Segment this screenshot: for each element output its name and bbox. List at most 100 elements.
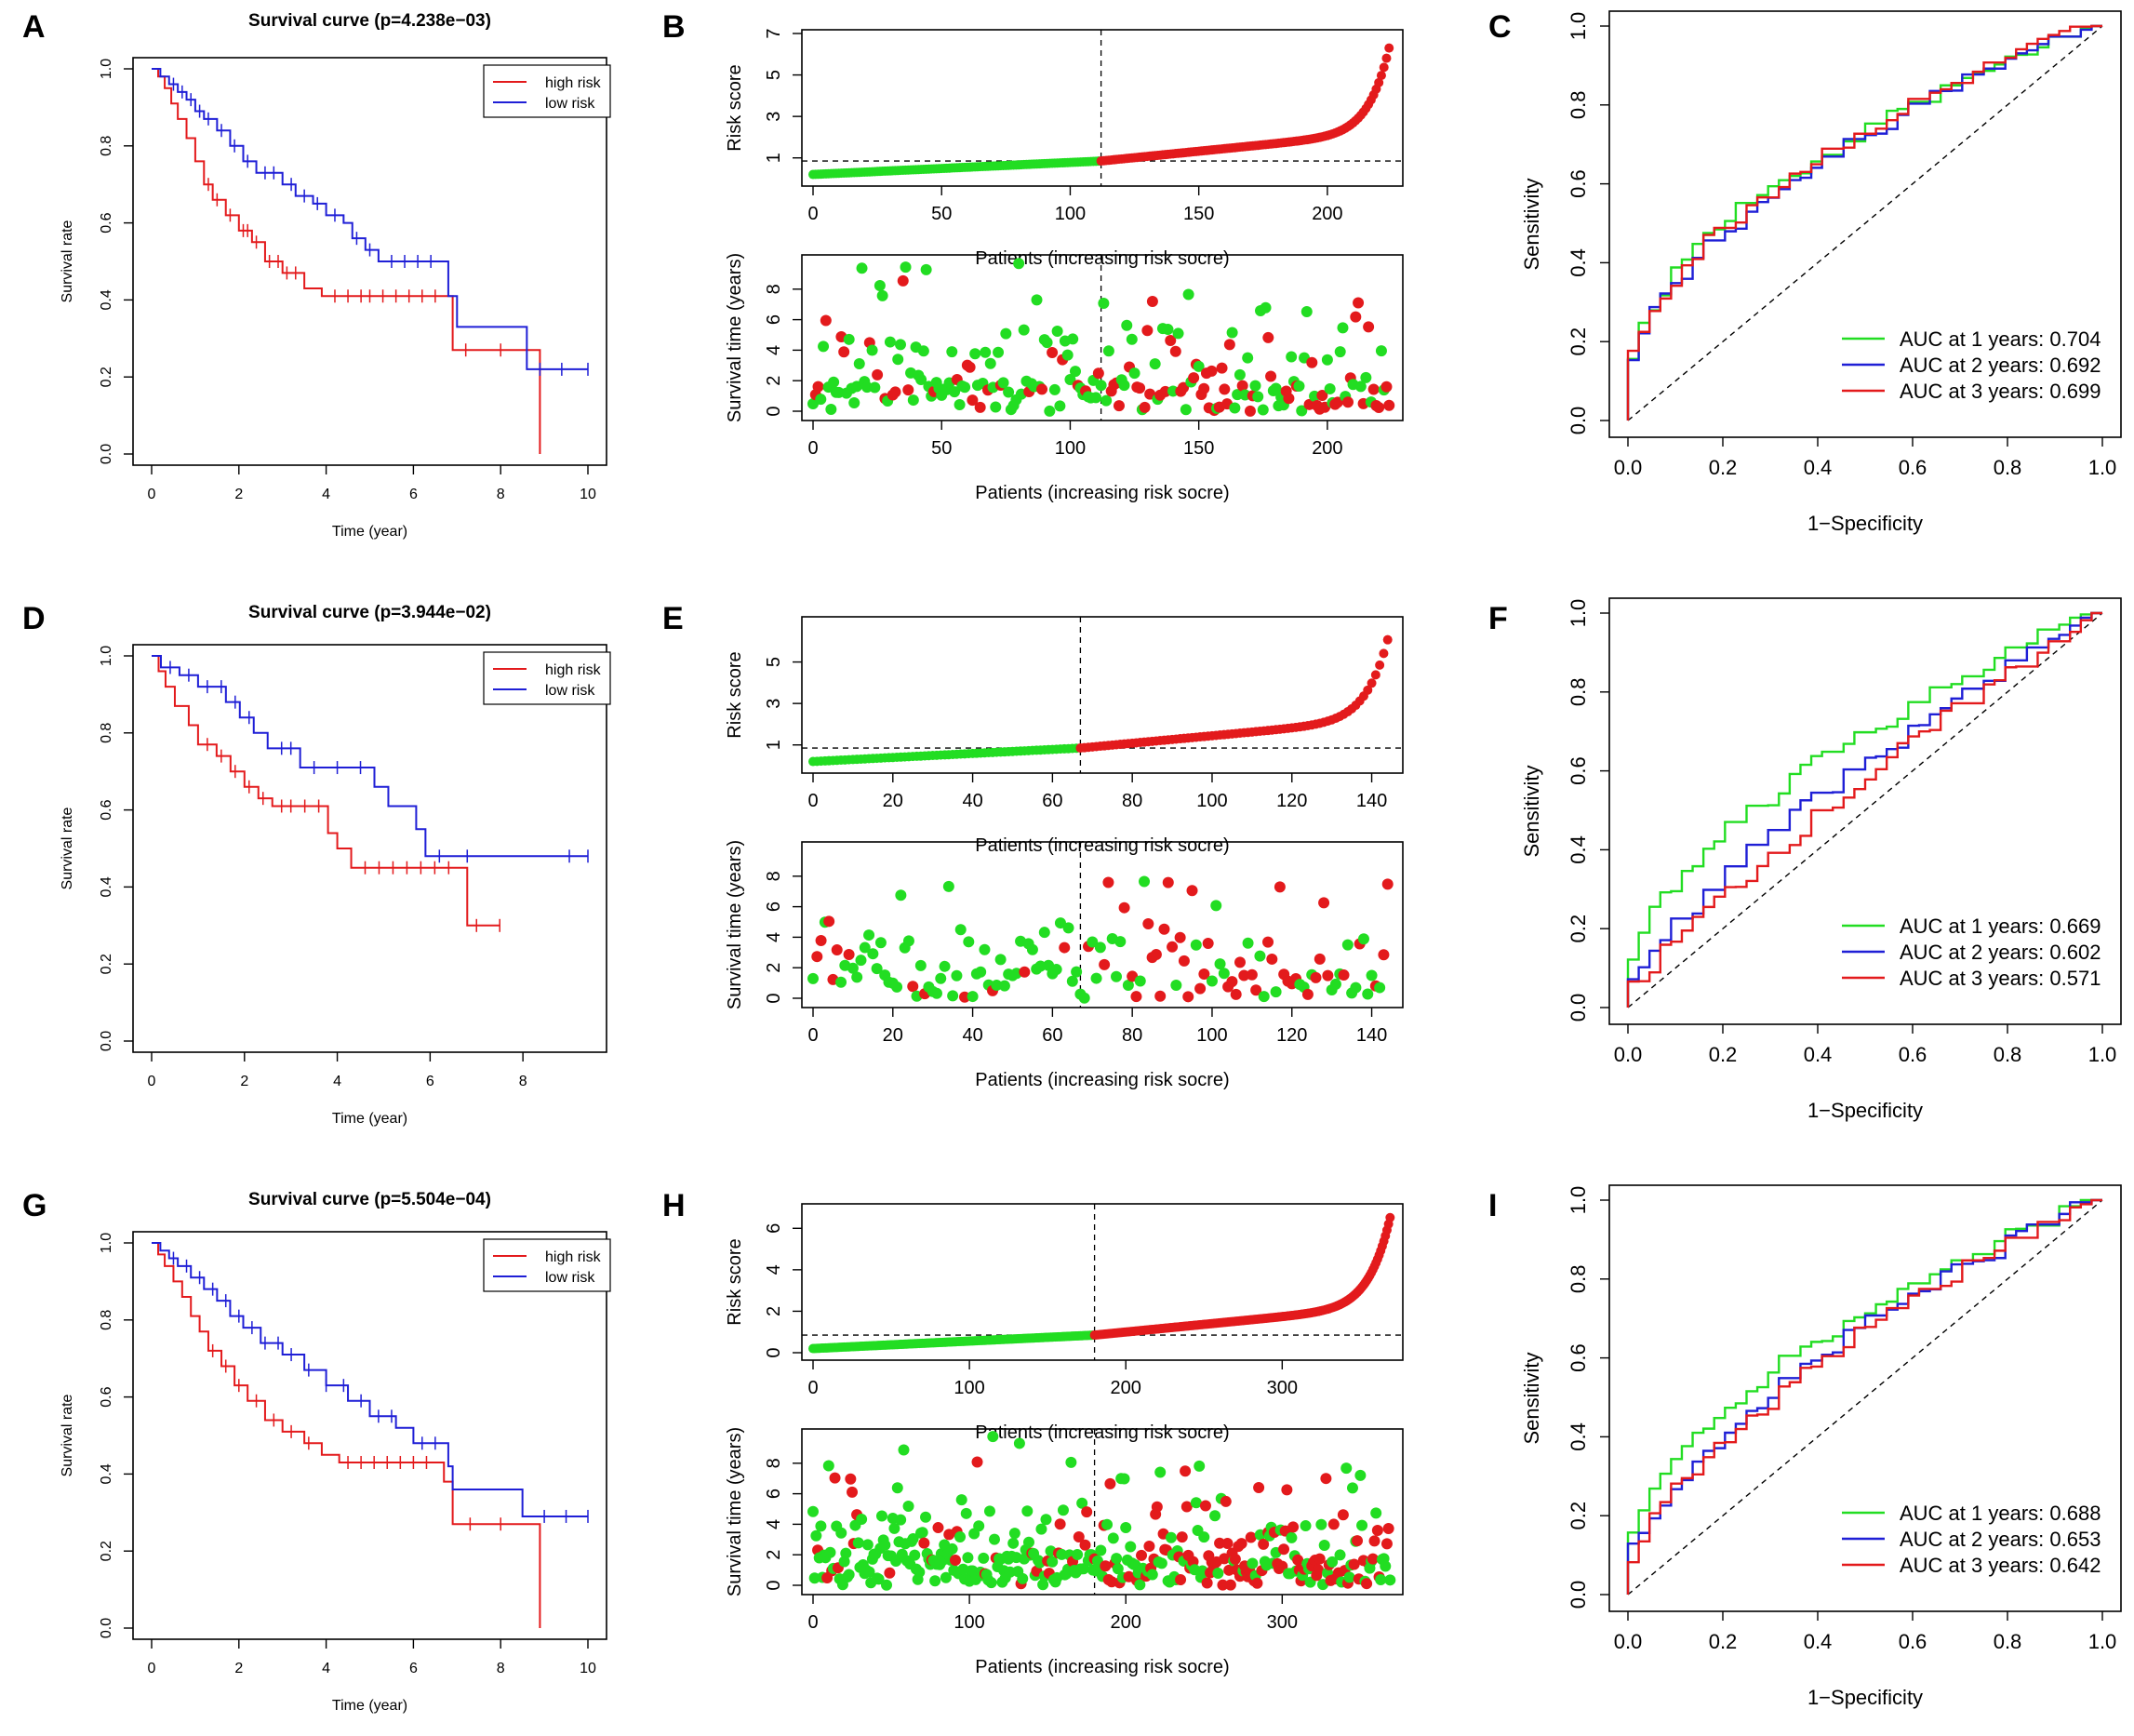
survival-point (955, 1494, 967, 1506)
survival-point (1072, 1549, 1084, 1561)
survival-point (1250, 984, 1262, 996)
survival-point (959, 381, 971, 394)
x-tick-label: 0.4 (1804, 1630, 1833, 1653)
survival-point (1112, 1563, 1124, 1575)
survival-point (1306, 356, 1318, 368)
survival-point (1199, 1500, 1211, 1512)
legend-label: AUC at 1 years: 0.704 (1900, 327, 2101, 351)
y-tick-label: 1.0 (99, 1233, 114, 1253)
survival-point (1019, 966, 1031, 978)
survival-point (851, 971, 863, 983)
plot-frame (801, 29, 1404, 187)
plot-frame (801, 1203, 1404, 1361)
panel-label: F (1488, 601, 1508, 636)
y-tick-label: 4 (764, 345, 784, 355)
survival-point (960, 1507, 972, 1519)
x-tick-label: 0 (807, 791, 818, 811)
survival-point (969, 348, 981, 360)
survival-point (875, 1510, 887, 1522)
x-tick-label: 0 (807, 1025, 818, 1046)
survival-point (835, 1527, 847, 1539)
x-axis-label: Patients (increasing risk socre) (975, 248, 1229, 269)
y-tick-label: 0 (764, 406, 784, 416)
survival-point (897, 274, 909, 287)
survival-point (1104, 1477, 1116, 1489)
survival-point (1064, 374, 1076, 386)
survival-point (1059, 941, 1071, 954)
survival-point (909, 1549, 921, 1561)
y-axis-label: Risk score (725, 64, 745, 151)
x-tick-label: 0.6 (1899, 1630, 1927, 1653)
survival-point (1047, 347, 1059, 359)
y-tick-label: 6 (764, 1223, 784, 1234)
y-tick-label: 5 (764, 70, 784, 80)
x-tick-label: 2 (240, 1074, 248, 1089)
survival-point (1270, 986, 1282, 998)
survival-point (1095, 1544, 1107, 1556)
survival-point (881, 1579, 893, 1591)
x-tick-label: 8 (519, 1074, 527, 1089)
survival-point (902, 1501, 914, 1513)
survival-point (1194, 982, 1207, 995)
x-tick-label: 100 (1196, 1025, 1227, 1046)
x-tick-label: 300 (1267, 1612, 1298, 1633)
diagonal-reference (1627, 1199, 2103, 1596)
survival-point (1169, 345, 1181, 357)
risk-score-panel: E 0 20 40 60 80 100 120 140 1 3 5 Patients (increasi… (662, 601, 1404, 856)
survival-point (853, 358, 865, 370)
panel-label: G (22, 1188, 47, 1223)
survival-point (866, 344, 878, 356)
survival-point (835, 976, 847, 988)
survival-point (895, 1514, 907, 1526)
survival-point (1142, 917, 1154, 929)
y-tick-label: 1.0 (1567, 1186, 1590, 1215)
x-tick-label: 1.0 (2088, 456, 2117, 479)
survival-point (946, 1542, 958, 1555)
x-tick-label: 0 (807, 1612, 818, 1633)
survival-point (840, 1547, 852, 1559)
panel-label: E (662, 601, 684, 636)
survival-point (1350, 982, 1362, 994)
x-tick-label: 0.0 (1614, 1043, 1643, 1066)
survival-point (1003, 386, 1015, 398)
y-tick-label: 6 (764, 314, 784, 325)
y-tick-label: 0.6 (99, 212, 114, 233)
survival-point (1354, 1469, 1367, 1481)
survival-point (1244, 405, 1256, 417)
survival-point (998, 980, 1010, 992)
survival-point (1180, 1465, 1192, 1477)
y-tick-label: 1 (764, 740, 784, 750)
survival-point (1283, 393, 1295, 405)
y-tick-label: 0.6 (1567, 756, 1590, 785)
diagonal-reference (1627, 25, 2103, 421)
survival-point (1126, 333, 1138, 345)
survival-point (876, 289, 888, 301)
survival-point (843, 1569, 855, 1581)
survival-point (1343, 1571, 1355, 1583)
survival-point (1340, 1462, 1353, 1475)
survival-point (932, 1522, 944, 1534)
x-tick-label: 4 (322, 487, 330, 502)
survival-point (1007, 1537, 1020, 1549)
survival-point (1382, 1523, 1394, 1535)
survival-point (867, 948, 879, 960)
y-tick-label: 0.0 (1567, 994, 1590, 1022)
survival-point (1134, 1579, 1146, 1591)
survival-point (973, 1520, 985, 1532)
plot-frame (801, 254, 1404, 421)
legend-label: AUC at 3 years: 0.571 (1900, 967, 2101, 990)
legend-box (483, 651, 611, 705)
survival-point (1321, 354, 1333, 366)
survival-point (1214, 958, 1226, 970)
y-axis-label: Sensitivity (1520, 1352, 1543, 1444)
survival-point (1158, 923, 1170, 935)
x-tick-label: 0.8 (1994, 1043, 2022, 1066)
survival-point (920, 263, 932, 275)
survival-point (815, 1520, 827, 1532)
survival-point (1031, 294, 1043, 306)
legend-label: AUC at 2 years: 0.692 (1900, 354, 2101, 377)
y-tick-label: 2 (764, 963, 784, 973)
survival-point (1371, 1524, 1383, 1536)
risk-point (1374, 77, 1384, 87)
survival-point (1253, 1481, 1265, 1493)
